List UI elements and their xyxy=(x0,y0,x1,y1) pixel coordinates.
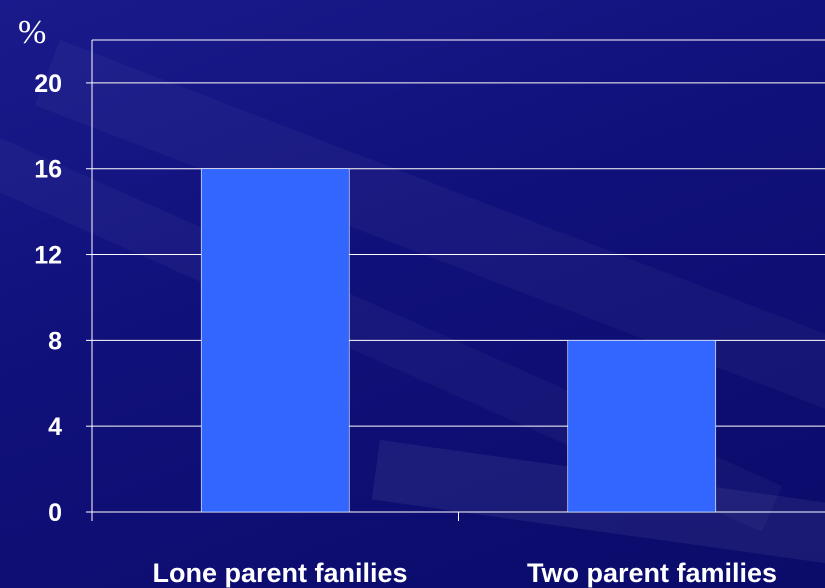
axis-labels: 0 4 8 12 16 20 Lone parent fanilies Two parent … xyxy=(34,70,777,588)
y-tick-label: 16 xyxy=(34,156,62,184)
y-tick-label: 12 xyxy=(34,242,62,270)
bar xyxy=(200,168,350,513)
bars xyxy=(200,168,717,513)
x-category-label: Two parent families xyxy=(527,558,777,588)
y-tick-label: 20 xyxy=(34,70,62,98)
y-tick-label: 8 xyxy=(48,327,62,355)
bar xyxy=(567,340,717,513)
x-category-label: Lone parent fanilies xyxy=(152,558,407,588)
y-tick-label: 4 xyxy=(48,413,62,441)
y-tick-label: 0 xyxy=(48,499,62,527)
y-axis-unit-label: % xyxy=(18,14,47,51)
